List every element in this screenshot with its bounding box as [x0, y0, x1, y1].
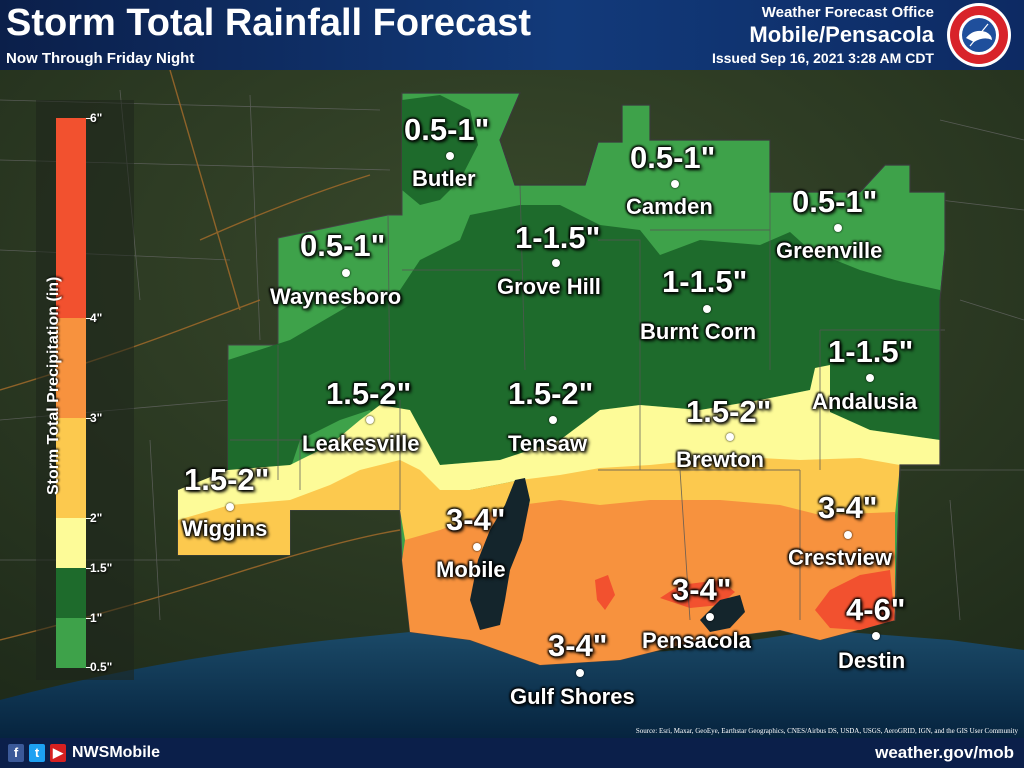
legend-color-bar	[56, 118, 86, 668]
amount-label-gulf-shores: 3-4"	[548, 628, 608, 663]
city-label-greenville: Greenville	[776, 238, 883, 263]
legend-tick-3: 3"	[90, 411, 103, 425]
legend-bin-1-5-to-2	[56, 518, 86, 568]
amount-label-greenville: 0.5-1"	[792, 184, 878, 219]
city-label-brewton: Brewton	[676, 447, 764, 472]
legend-bin-2-to-3	[56, 418, 86, 518]
city-dot-mobile	[473, 543, 481, 551]
legend-tick-6: 6"	[90, 111, 103, 125]
amount-label-waynesboro: 0.5-1"	[300, 228, 386, 263]
gulf-of-mexico	[0, 630, 1024, 738]
zone-1-to-1-5	[228, 205, 940, 475]
city-dot-andalusia	[866, 374, 874, 382]
legend-bin-0-5-to-1	[56, 618, 86, 668]
zone-4-to-6-pensacola	[660, 580, 735, 608]
city-dot-butler	[446, 152, 454, 160]
city-label-grove-hill: Grove Hill	[497, 274, 601, 299]
forecast-county-lines	[230, 184, 945, 621]
legend-tick-1-5: 1.5"	[90, 561, 113, 575]
zone-3-to-4	[402, 500, 895, 665]
city-label-tensaw: Tensaw	[508, 431, 588, 456]
city-label-camden: Camden	[626, 194, 713, 219]
city-label-pensacola: Pensacola	[642, 628, 751, 653]
amount-label-tensaw: 1.5-2"	[508, 376, 594, 411]
office-label: Weather Forecast Office	[761, 4, 934, 21]
amount-label-butler: 0.5-1"	[404, 112, 490, 147]
legend-tickmark	[86, 118, 91, 119]
amount-label-andalusia: 1-1.5"	[828, 334, 914, 369]
city-label-wiggins: Wiggins	[182, 516, 268, 541]
youtube-icon[interactable]: ▶	[50, 744, 66, 762]
city-dot-grove-hill	[552, 259, 560, 267]
rainfall-map	[0, 70, 1024, 738]
city-label-leakesville: Leakesville	[302, 431, 420, 456]
twitter-icon[interactable]: t	[29, 744, 45, 762]
nws-logo-icon	[947, 3, 1011, 67]
legend-bin-4-to-6	[56, 118, 86, 318]
city-dot-leakesville	[366, 416, 374, 424]
amount-label-pensacola: 3-4"	[672, 572, 732, 607]
map-source-credit: Source: Esri, Maxar, GeoEye, Earthstar G…	[635, 727, 1018, 735]
zone-1-to-1-5-north	[402, 95, 478, 205]
city-dot-crestview	[844, 531, 852, 539]
zone-4-to-6	[815, 570, 895, 630]
mobile-bay	[470, 478, 530, 630]
facebook-icon[interactable]: f	[8, 744, 24, 762]
map-subtitle: Now Through Friday Night	[6, 50, 195, 67]
city-label-andalusia: Andalusia	[812, 389, 918, 414]
city-label-waynesboro: Waynesboro	[270, 284, 402, 309]
footer-bar	[0, 738, 1024, 768]
city-dot-brewton	[726, 433, 734, 441]
amount-label-crestview: 3-4"	[818, 490, 878, 525]
city-dot-tensaw	[549, 416, 557, 424]
issued-time: Issued Sep 16, 2021 3:28 AM CDT	[711, 50, 934, 66]
amount-label-leakesville: 1.5-2"	[326, 376, 412, 411]
amount-label-mobile: 3-4"	[446, 502, 506, 537]
amount-label-wiggins: 1.5-2"	[184, 462, 270, 497]
legend-tick-0-5: 0.5"	[90, 660, 113, 674]
office-name: Mobile/Pensacola	[749, 22, 934, 47]
amount-label-brewton: 1.5-2"	[686, 394, 772, 429]
zone-4-to-6-inland	[595, 575, 615, 610]
legend-title: Storm Total Precipitation (in)	[45, 276, 62, 495]
legend-tickmark	[86, 418, 91, 419]
legend-tick-4: 4"	[90, 311, 103, 325]
website-link[interactable]: weather.gov/mob	[875, 743, 1014, 762]
social-handle[interactable]: NWSMobile	[72, 744, 160, 761]
city-dot-destin	[872, 632, 880, 640]
legend-tickmark	[86, 568, 91, 569]
legend-tickmark	[86, 667, 91, 668]
legend-tickmark	[86, 618, 91, 619]
legend-tickmark	[86, 318, 91, 319]
amount-label-camden: 0.5-1"	[630, 140, 716, 175]
city-label-mobile: Mobile	[436, 557, 506, 582]
legend-tick-2: 2"	[90, 511, 103, 525]
city-label-crestview: Crestview	[788, 545, 892, 570]
amount-label-burnt-corn: 1-1.5"	[662, 264, 748, 299]
city-label-destin: Destin	[838, 648, 906, 673]
legend-bin-1-to-1-5	[56, 568, 86, 618]
city-label-gulf-shores: Gulf Shores	[510, 684, 635, 709]
city-dot-pensacola	[706, 613, 714, 621]
map-title: Storm Total Rainfall Forecast	[6, 2, 532, 44]
header-bar: Storm Total Rainfall Forecast Now Throug…	[0, 0, 1024, 70]
city-dot-greenville	[834, 224, 842, 232]
city-dot-wiggins	[226, 503, 234, 511]
city-label-butler: Butler	[412, 166, 476, 191]
legend-tick-1: 1"	[90, 611, 103, 625]
amount-label-destin: 4-6"	[846, 592, 906, 627]
amount-label-grove-hill: 1-1.5"	[515, 220, 601, 255]
perdido-and-pensacola-bays	[700, 595, 745, 632]
city-dot-gulf-shores	[576, 669, 584, 677]
forecast-area-outline	[402, 92, 946, 621]
city-label-burnt-corn: Burnt Corn	[640, 319, 757, 344]
legend-tickmark	[86, 518, 91, 519]
city-dot-camden	[671, 180, 679, 188]
city-dot-waynesboro	[342, 269, 350, 277]
city-dot-burnt-corn	[703, 305, 711, 313]
legend-bin-3-to-4	[56, 318, 86, 418]
